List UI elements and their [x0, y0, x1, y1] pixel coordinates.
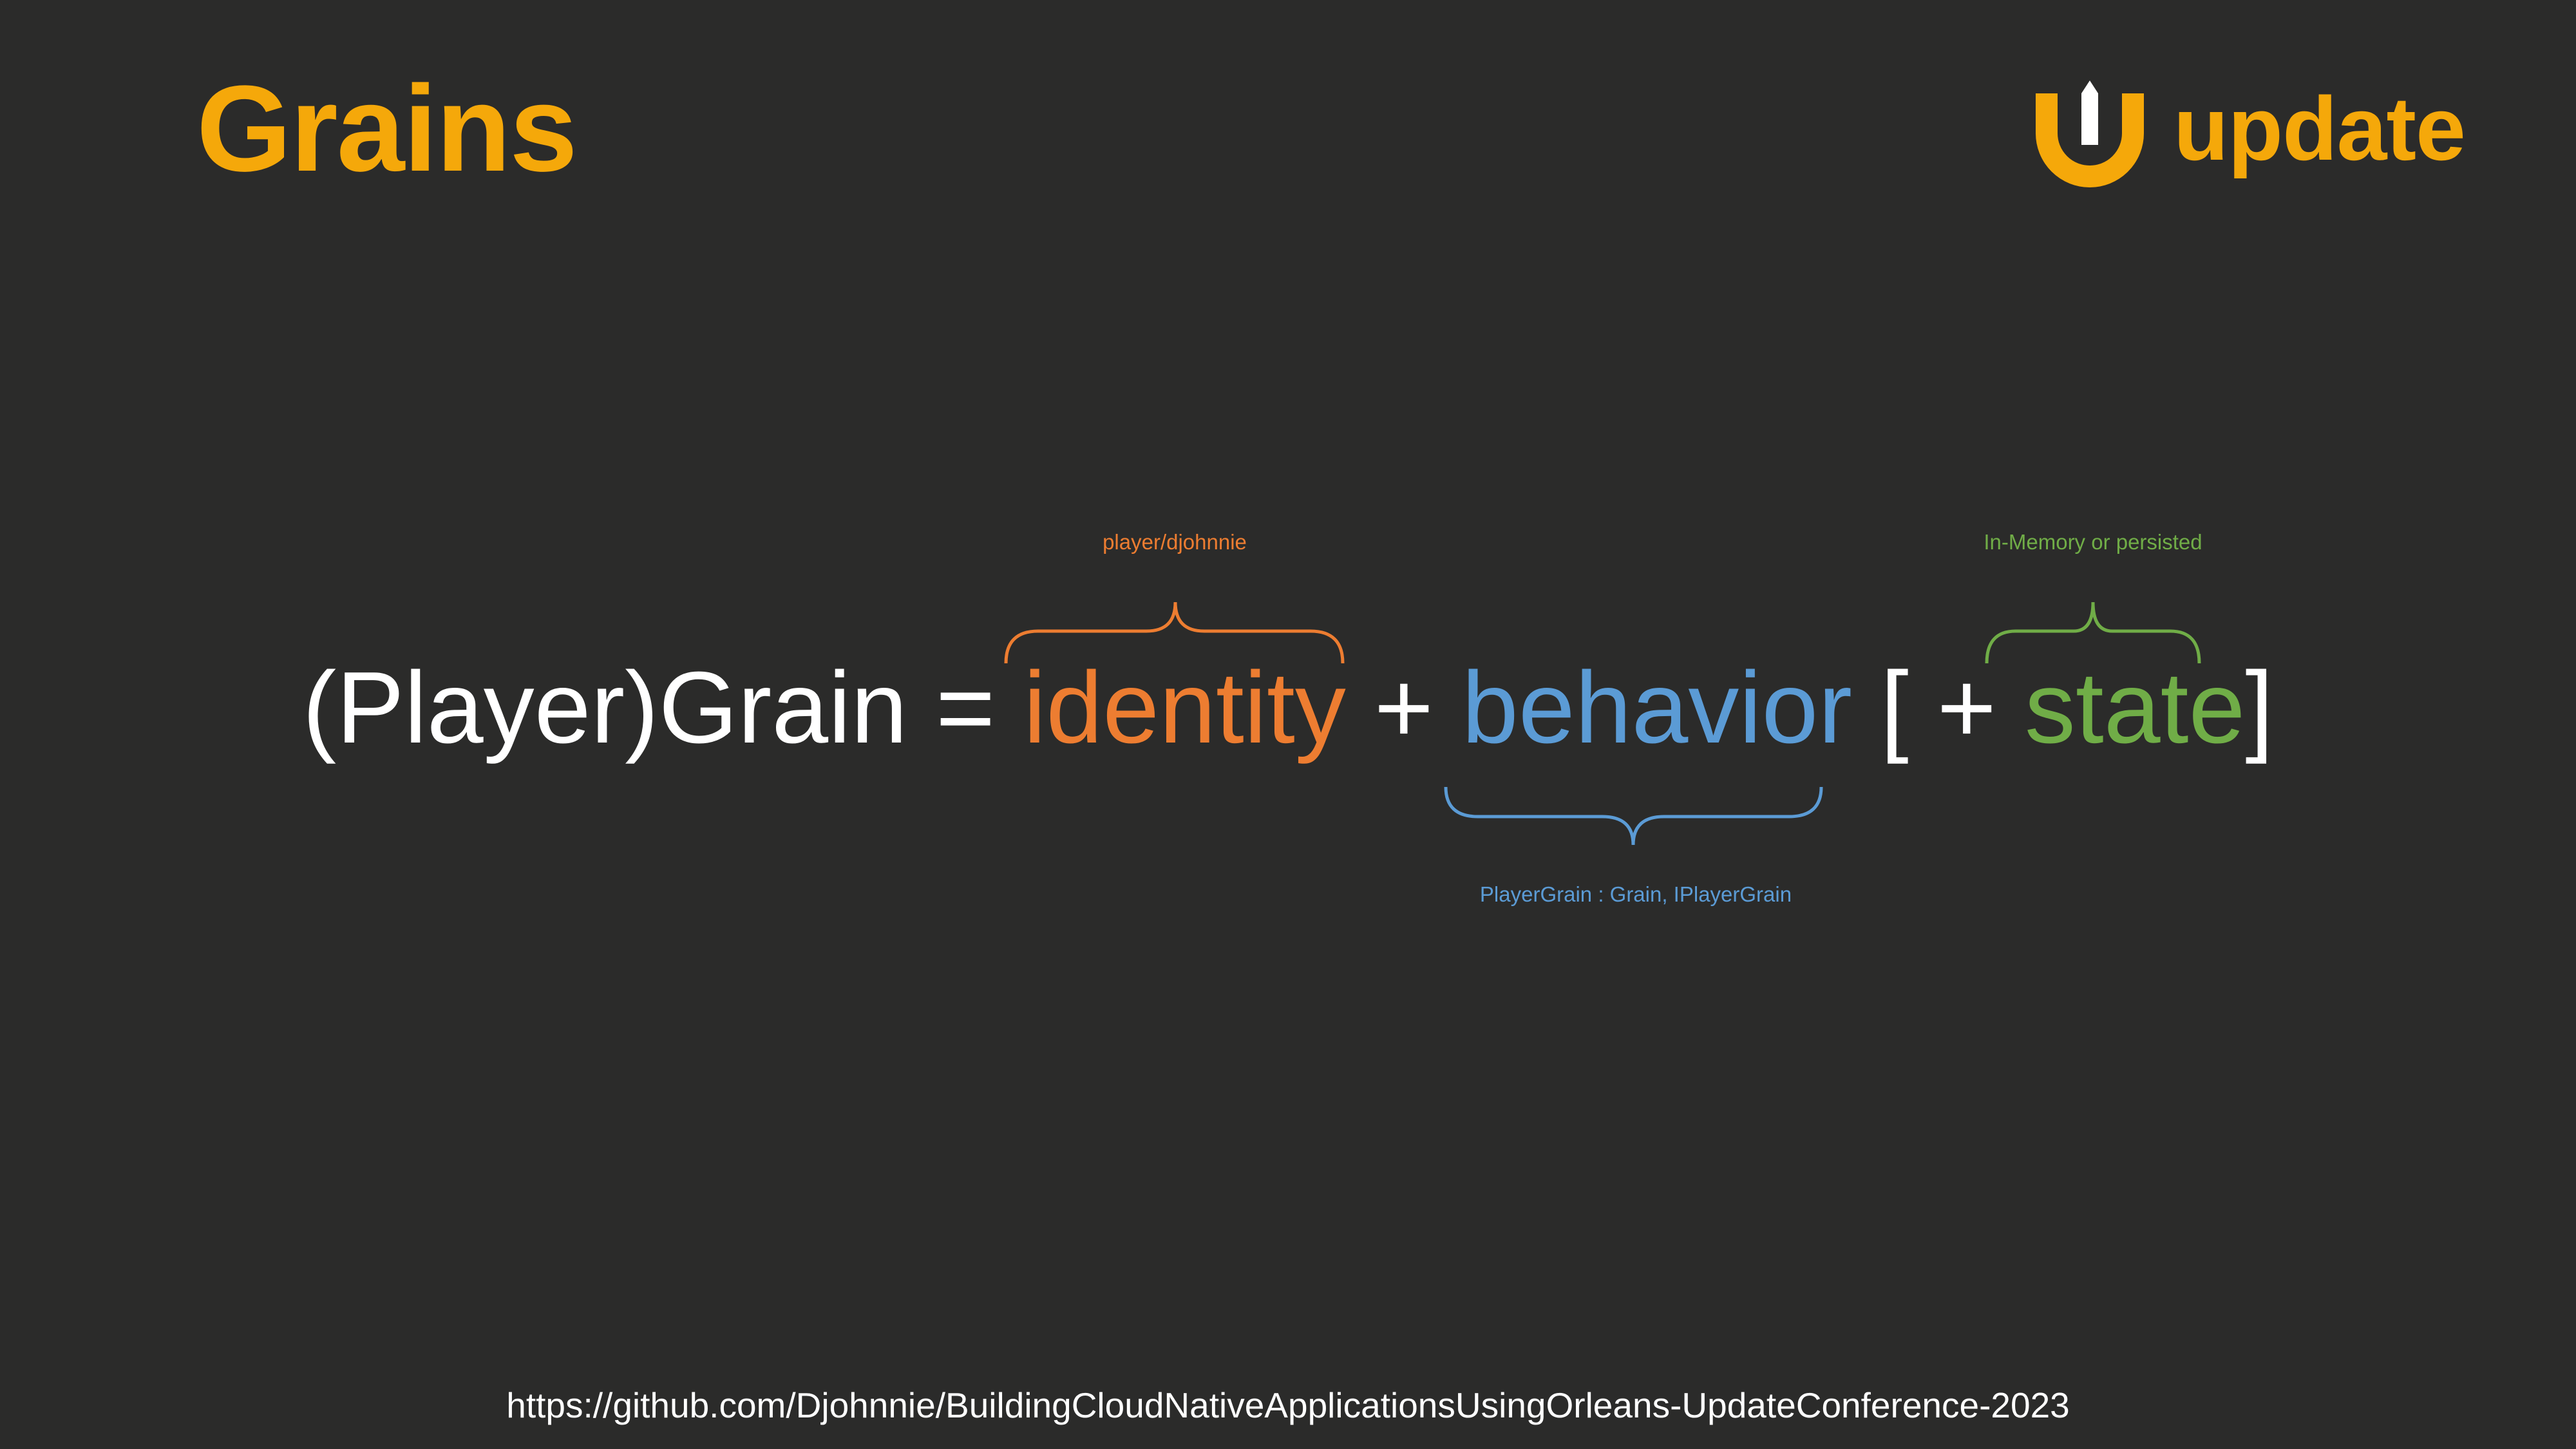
logo-text: update [2174, 78, 2466, 179]
plus-sign: + [1345, 651, 1462, 764]
slide-title: Grains [196, 61, 578, 197]
equation-prefix: (Player)Grain = [302, 651, 1024, 764]
update-logo: update [2029, 74, 2479, 203]
optional-open: [ + [1852, 651, 2025, 764]
behavior-annotation: PlayerGrain : Grain, IPlayerGrain [1479, 882, 1792, 906]
identity-annotation: player/djohnnie [1103, 530, 1247, 554]
grain-equation: (Player)Grain = identity + behavior [ + … [0, 647, 2576, 770]
footer-url: https://github.com/Djohnnie/BuildingClou… [506, 1385, 2070, 1425]
identity-term: identity [1023, 651, 1346, 764]
optional-close: ] [2245, 651, 2274, 764]
u-logo-icon [2036, 80, 2144, 187]
state-term: state [2024, 651, 2246, 764]
state-brace [1985, 601, 2201, 664]
identity-brace [1004, 601, 1345, 664]
behavior-term: behavior [1461, 651, 1852, 764]
behavior-brace [1444, 786, 1823, 846]
state-annotation: In-Memory or persisted [1984, 530, 2202, 554]
